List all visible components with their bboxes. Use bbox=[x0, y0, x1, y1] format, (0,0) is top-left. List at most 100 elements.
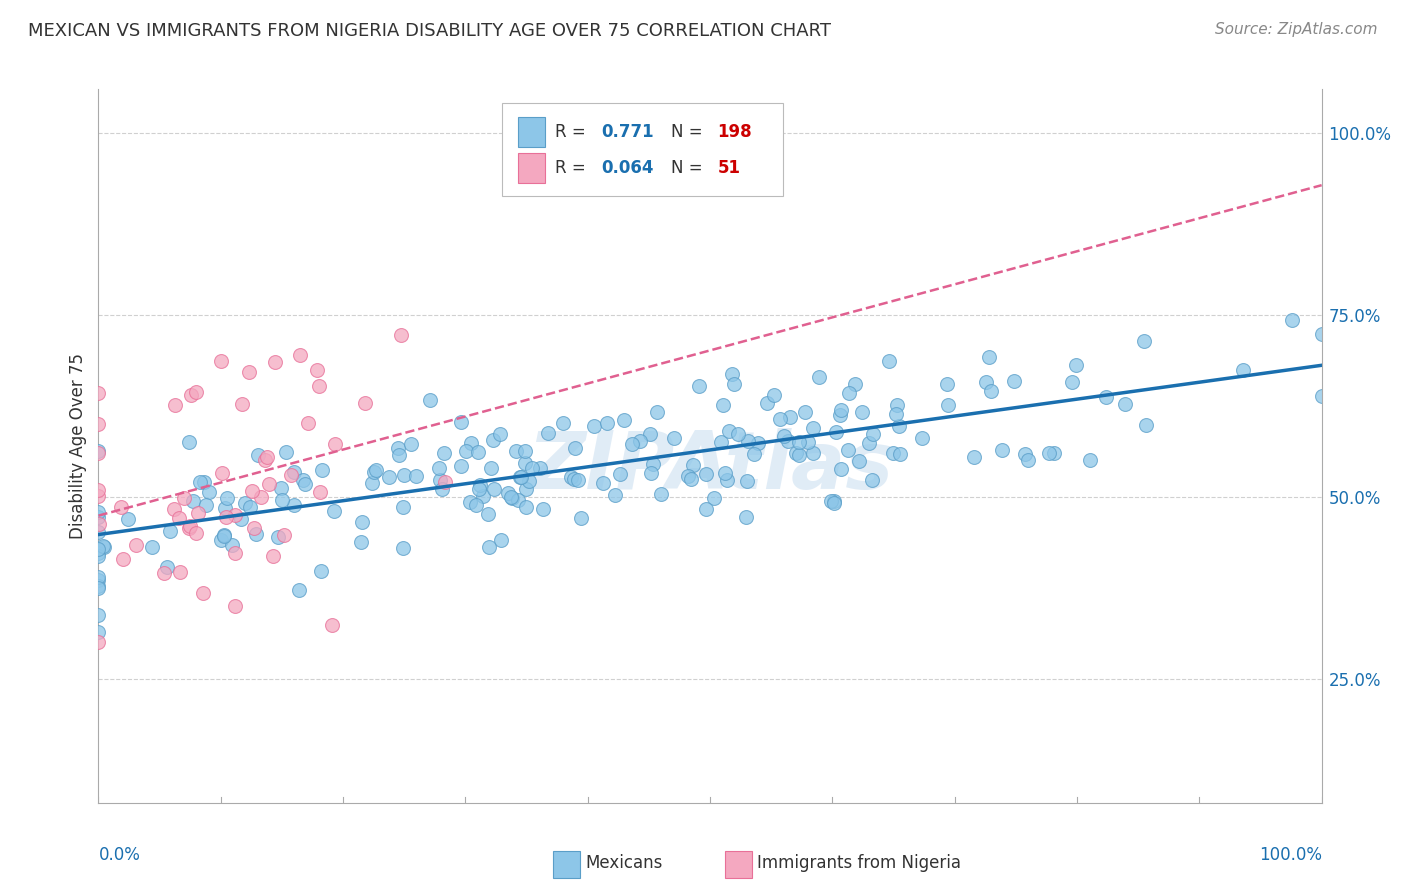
Point bbox=[515, 483, 537, 497]
Point bbox=[513, 456, 536, 470]
Point bbox=[974, 375, 997, 389]
Point bbox=[742, 448, 765, 462]
Point bbox=[776, 434, 799, 448]
Point bbox=[454, 444, 477, 458]
Point bbox=[716, 473, 738, 487]
Point bbox=[596, 417, 619, 431]
Point bbox=[87, 489, 110, 503]
Point bbox=[787, 435, 810, 450]
Point bbox=[321, 617, 343, 632]
Point bbox=[87, 517, 110, 532]
Point bbox=[747, 435, 769, 450]
Point bbox=[991, 442, 1014, 457]
Point bbox=[560, 470, 582, 484]
Point bbox=[323, 437, 346, 451]
Point bbox=[458, 494, 481, 508]
Text: 100.0%: 100.0% bbox=[1258, 846, 1322, 863]
Point bbox=[181, 493, 204, 508]
FancyBboxPatch shape bbox=[517, 153, 546, 183]
Point bbox=[479, 461, 502, 475]
Point bbox=[471, 489, 494, 503]
Point bbox=[710, 435, 733, 450]
Point bbox=[828, 408, 851, 422]
Point bbox=[508, 493, 530, 508]
Point bbox=[482, 433, 505, 447]
Point bbox=[323, 504, 346, 518]
Point bbox=[1064, 358, 1087, 372]
Point bbox=[288, 348, 311, 362]
Point bbox=[214, 529, 236, 543]
Point bbox=[569, 511, 592, 525]
Point bbox=[87, 549, 110, 563]
Point bbox=[889, 447, 911, 461]
Point bbox=[239, 500, 262, 514]
Point bbox=[156, 560, 179, 574]
Point bbox=[311, 463, 333, 477]
Point bbox=[388, 448, 411, 462]
Point bbox=[364, 463, 387, 477]
Point bbox=[977, 350, 1000, 364]
Point bbox=[489, 427, 512, 442]
Point bbox=[734, 510, 756, 524]
Point bbox=[467, 482, 489, 496]
Point bbox=[825, 425, 848, 439]
Point bbox=[125, 538, 148, 552]
Point bbox=[860, 474, 883, 488]
Point bbox=[87, 524, 110, 539]
Text: Mexicans: Mexicans bbox=[585, 855, 662, 872]
Point bbox=[477, 507, 499, 521]
Point bbox=[794, 405, 817, 419]
Text: MEXICAN VS IMMIGRANTS FROM NIGERIA DISABILITY AGE OVER 75 CORRELATION CHART: MEXICAN VS IMMIGRANTS FROM NIGERIA DISAB… bbox=[28, 22, 831, 40]
Point bbox=[553, 416, 575, 430]
Point bbox=[391, 500, 413, 514]
Point bbox=[87, 505, 110, 519]
Point bbox=[264, 355, 287, 369]
Point bbox=[87, 417, 110, 431]
Point bbox=[231, 397, 253, 411]
FancyBboxPatch shape bbox=[502, 103, 783, 196]
Point bbox=[352, 515, 374, 529]
Point bbox=[427, 460, 450, 475]
Point bbox=[862, 426, 884, 441]
Point bbox=[93, 540, 115, 554]
Point bbox=[801, 421, 824, 435]
Point bbox=[935, 376, 957, 391]
Point bbox=[87, 581, 110, 595]
Point bbox=[737, 434, 759, 449]
Point bbox=[1281, 313, 1303, 327]
Point bbox=[257, 476, 280, 491]
Point bbox=[308, 378, 330, 392]
Point bbox=[215, 510, 238, 524]
Point bbox=[662, 431, 685, 445]
Point bbox=[1310, 389, 1333, 403]
Point bbox=[509, 470, 531, 484]
Point bbox=[529, 461, 551, 475]
Point bbox=[510, 469, 533, 483]
Point bbox=[221, 539, 243, 553]
Point bbox=[858, 436, 880, 450]
Point bbox=[682, 458, 704, 472]
Text: N =: N = bbox=[671, 123, 707, 141]
Point bbox=[638, 426, 661, 441]
Point bbox=[482, 482, 505, 496]
Point bbox=[184, 526, 207, 541]
Point bbox=[641, 458, 664, 472]
Point bbox=[193, 475, 215, 489]
Point bbox=[231, 512, 253, 526]
Point bbox=[198, 485, 221, 500]
Point bbox=[496, 486, 519, 500]
Point bbox=[188, 475, 211, 490]
Point bbox=[787, 448, 810, 462]
Point bbox=[718, 424, 741, 438]
Point bbox=[87, 446, 110, 460]
Point bbox=[235, 496, 257, 510]
Point bbox=[515, 500, 537, 514]
Point bbox=[887, 419, 910, 434]
Point bbox=[723, 377, 745, 392]
Point bbox=[111, 551, 134, 566]
Point bbox=[772, 429, 794, 443]
Point bbox=[807, 370, 830, 384]
Text: 198: 198 bbox=[717, 123, 752, 141]
Point bbox=[360, 476, 382, 491]
Point bbox=[501, 491, 523, 505]
